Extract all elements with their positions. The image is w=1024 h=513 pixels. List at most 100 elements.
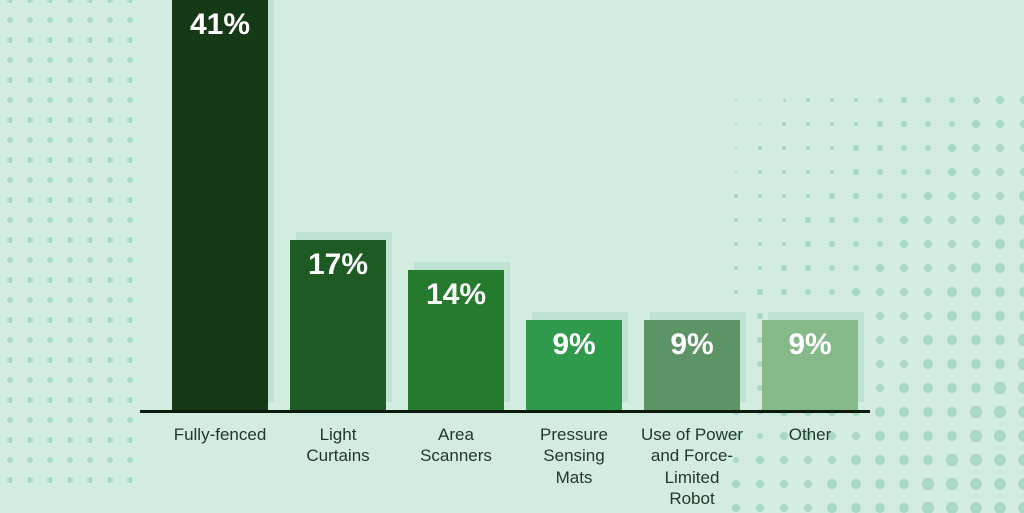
bg-dot [947, 383, 957, 393]
bg-dot [47, 77, 53, 83]
bg-dot [7, 417, 13, 423]
bg-dot [87, 277, 93, 283]
bg-dot [107, 277, 113, 283]
bg-dot [923, 383, 933, 393]
bg-dot [27, 157, 33, 163]
bg-dot [67, 17, 73, 23]
bg-dot [923, 335, 932, 344]
bg-dot [47, 457, 53, 463]
bg-dot [827, 503, 836, 512]
bg-dot [7, 297, 13, 303]
bg-dot [7, 137, 13, 143]
bg-dot [7, 377, 13, 383]
bg-dot [899, 407, 909, 417]
bg-dot [970, 502, 982, 513]
bg-dot [829, 241, 835, 247]
bg-dot [67, 377, 73, 383]
bg-dot [948, 192, 956, 200]
bg-dot [87, 397, 93, 403]
bg-dot [107, 37, 113, 43]
bg-dot [87, 337, 93, 343]
bg-dot [7, 257, 13, 263]
bg-dot [924, 216, 932, 224]
bg-dot [107, 397, 113, 403]
bg-dot [107, 317, 113, 323]
bg-dot [900, 360, 909, 369]
bg-dot [67, 477, 73, 483]
bg-dot [127, 457, 133, 463]
bg-dot [27, 437, 33, 443]
bg-dot [67, 177, 73, 183]
bg-dot [1019, 263, 1024, 273]
bg-dot [67, 57, 73, 63]
bg-dot [127, 257, 133, 263]
bg-dot [87, 417, 93, 423]
bg-dot [994, 430, 1006, 442]
bg-dot [127, 217, 133, 223]
bg-dot [851, 503, 861, 513]
bg-dot [830, 122, 834, 126]
bg-dot [1019, 311, 1024, 322]
bg-dot [876, 264, 883, 271]
bg-dot [759, 123, 762, 126]
bg-dot [7, 277, 13, 283]
bg-dot [127, 437, 133, 443]
bg-dot [995, 335, 1006, 346]
bg-dot [875, 503, 885, 513]
bg-dot [67, 197, 73, 203]
bg-dot [734, 194, 737, 197]
bg-dot [47, 357, 53, 363]
bg-dot [971, 263, 980, 272]
bg-dot [901, 97, 907, 103]
bg-dot [87, 137, 93, 143]
bg-dot [971, 311, 981, 321]
bg-dot [829, 289, 836, 296]
bg-dot [900, 336, 909, 345]
bg-dot [47, 377, 53, 383]
bg-dot [923, 431, 933, 441]
bg-dot [47, 17, 53, 23]
bg-dot [947, 359, 957, 369]
bg-dot [782, 122, 785, 125]
bg-dot [922, 502, 933, 513]
bg-dot [27, 337, 33, 343]
bg-dot [854, 122, 859, 127]
bg-dot [781, 265, 786, 270]
bg-dot [47, 397, 53, 403]
bg-dot [7, 0, 13, 3]
bg-dot [127, 417, 133, 423]
bg-dot [901, 121, 907, 127]
bg-dot [995, 263, 1005, 273]
bg-dot [899, 503, 910, 513]
bar-value: 14% [408, 278, 504, 312]
bg-dot [47, 417, 53, 423]
bg-dot [87, 357, 93, 363]
bg-dot [67, 417, 73, 423]
bar-value: 17% [290, 248, 386, 282]
bg-dot [27, 197, 33, 203]
bg-dot [925, 169, 932, 176]
bg-dot [7, 477, 13, 483]
bg-dot [829, 217, 835, 223]
bg-dot [1018, 334, 1024, 345]
bg-dot [804, 456, 812, 464]
bg-dot [734, 290, 739, 295]
bg-dot [970, 454, 982, 466]
bg-dot [127, 237, 133, 243]
bg-dot [27, 297, 33, 303]
bg-dot [876, 312, 884, 320]
bg-dot [127, 0, 133, 3]
bg-dot [830, 98, 834, 102]
bg-dot [948, 240, 956, 248]
bg-dot [67, 357, 73, 363]
bg-dot [67, 117, 73, 123]
bg-dot [107, 237, 113, 243]
bg-dot [107, 0, 113, 3]
bg-dot [27, 357, 33, 363]
bg-dot [107, 337, 113, 343]
bg-dot [735, 147, 738, 150]
bg-dot [87, 377, 93, 383]
bg-dot [924, 288, 933, 297]
bg-dot [67, 217, 73, 223]
bg-dot [27, 77, 33, 83]
